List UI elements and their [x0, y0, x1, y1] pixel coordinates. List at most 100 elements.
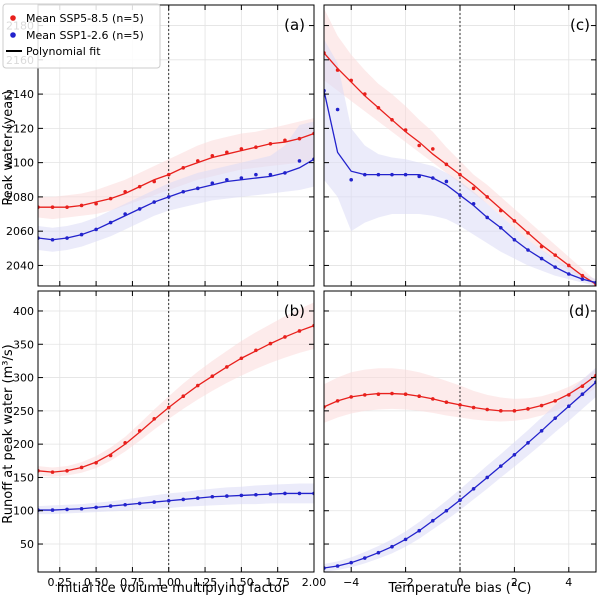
- panel-c: (c): [323, 4, 597, 287]
- fit-line: [38, 325, 314, 473]
- x-tick-label: 1.25: [193, 576, 218, 589]
- legend: Mean SSP5-8.5 (n=5) Mean SSP1-2.6 (n=5) …: [2, 3, 161, 69]
- data-point: [152, 179, 157, 184]
- data-point: [567, 272, 571, 276]
- panel-label: (b): [284, 302, 305, 320]
- data-point: [254, 172, 258, 177]
- legend-label-fit: Polynomial fit: [26, 45, 101, 58]
- data-point: [485, 215, 490, 220]
- data-point: [580, 273, 585, 278]
- data-point: [499, 409, 503, 413]
- data-point: [195, 496, 200, 500]
- data-point: [580, 384, 585, 389]
- data-point: [485, 407, 490, 412]
- data-point: [471, 201, 476, 206]
- data-point: [152, 500, 157, 504]
- data-point: [225, 150, 229, 155]
- panel-label: (c): [570, 16, 590, 34]
- y-tick-label: 350: [13, 338, 34, 351]
- legend-marker-ssp585: [10, 15, 16, 21]
- data-point: [268, 341, 273, 346]
- y-tick-label: 100: [13, 505, 34, 518]
- data-point: [137, 184, 142, 189]
- data-point: [499, 464, 503, 468]
- data-point: [539, 403, 544, 408]
- axes-frame: [37, 4, 315, 287]
- data-point: [239, 356, 244, 361]
- data-point: [123, 502, 127, 507]
- data-point: [431, 397, 435, 401]
- plot-inner: [38, 291, 314, 572]
- x-tick-label: 0.75: [120, 576, 145, 589]
- panel-a: 20402060208021002120214021602180 (a): [6, 4, 315, 287]
- data-point: [79, 465, 84, 470]
- data-point: [268, 492, 273, 496]
- data-point: [376, 392, 381, 397]
- data-point: [94, 460, 98, 465]
- y-tick-label: 300: [13, 372, 34, 385]
- data-point: [567, 393, 571, 397]
- data-point: [376, 550, 381, 555]
- data-point: [225, 365, 229, 369]
- data-point: [181, 165, 186, 170]
- data-point: [335, 564, 340, 568]
- x-tick-label: 0.25: [48, 576, 73, 589]
- plot-inner: [38, 5, 314, 286]
- plot-area: 20402060208021002120214021602180: [6, 4, 315, 287]
- fit-line: [38, 492, 314, 511]
- data-point: [349, 395, 354, 399]
- data-point: [94, 505, 98, 510]
- data-point: [65, 205, 69, 209]
- data-point: [210, 374, 215, 379]
- x-tick-label: 1.50: [229, 576, 254, 589]
- data-point: [458, 403, 462, 407]
- data-point: [166, 195, 171, 199]
- data-point: [458, 193, 462, 197]
- data-point: [390, 117, 394, 122]
- data-point: [363, 393, 367, 397]
- data-point: [239, 493, 244, 498]
- plot-inner: [324, 291, 596, 572]
- data-point: [567, 263, 571, 268]
- data-point: [254, 348, 258, 353]
- data-point: [526, 231, 530, 235]
- data-point: [152, 417, 157, 421]
- x-axis-label: Temperature bias (°C): [388, 581, 532, 596]
- data-point: [526, 248, 530, 252]
- data-point: [444, 179, 449, 184]
- x-tick-label: 1.00: [156, 576, 181, 589]
- data-point: [471, 486, 476, 491]
- data-point: [166, 498, 171, 503]
- data-point: [553, 399, 557, 403]
- data-point: [195, 186, 200, 191]
- uncertainty-band: [38, 118, 314, 220]
- data-point: [108, 504, 113, 508]
- x-tick-label: 0: [457, 576, 464, 589]
- uncertainty-band: [324, 8, 596, 286]
- data-point: [539, 256, 544, 261]
- data-point: [79, 506, 84, 511]
- data-point: [444, 162, 449, 167]
- data-point: [512, 237, 517, 242]
- panel-b: 0.25 0.50 0.75 1.00 1.25 1.50 1.75 2.00 50 100 150…: [13, 290, 326, 596]
- data-point: [166, 172, 171, 177]
- data-point: [499, 208, 503, 213]
- data-point: [580, 277, 585, 281]
- data-point: [458, 498, 462, 502]
- data-point: [268, 172, 273, 177]
- data-point: [152, 200, 157, 204]
- data-point: [210, 153, 215, 158]
- data-point: [123, 441, 127, 445]
- data-point: [471, 186, 476, 191]
- data-point: [335, 68, 340, 72]
- data-point: [539, 244, 544, 249]
- x-tick-label: 1.75: [265, 576, 290, 589]
- data-point: [526, 407, 530, 411]
- data-point: [108, 220, 113, 225]
- fit-line: [38, 132, 314, 208]
- data-point: [335, 399, 340, 403]
- data-point: [499, 225, 503, 230]
- data-point: [50, 205, 55, 209]
- y-tick-label: 2060: [6, 225, 34, 238]
